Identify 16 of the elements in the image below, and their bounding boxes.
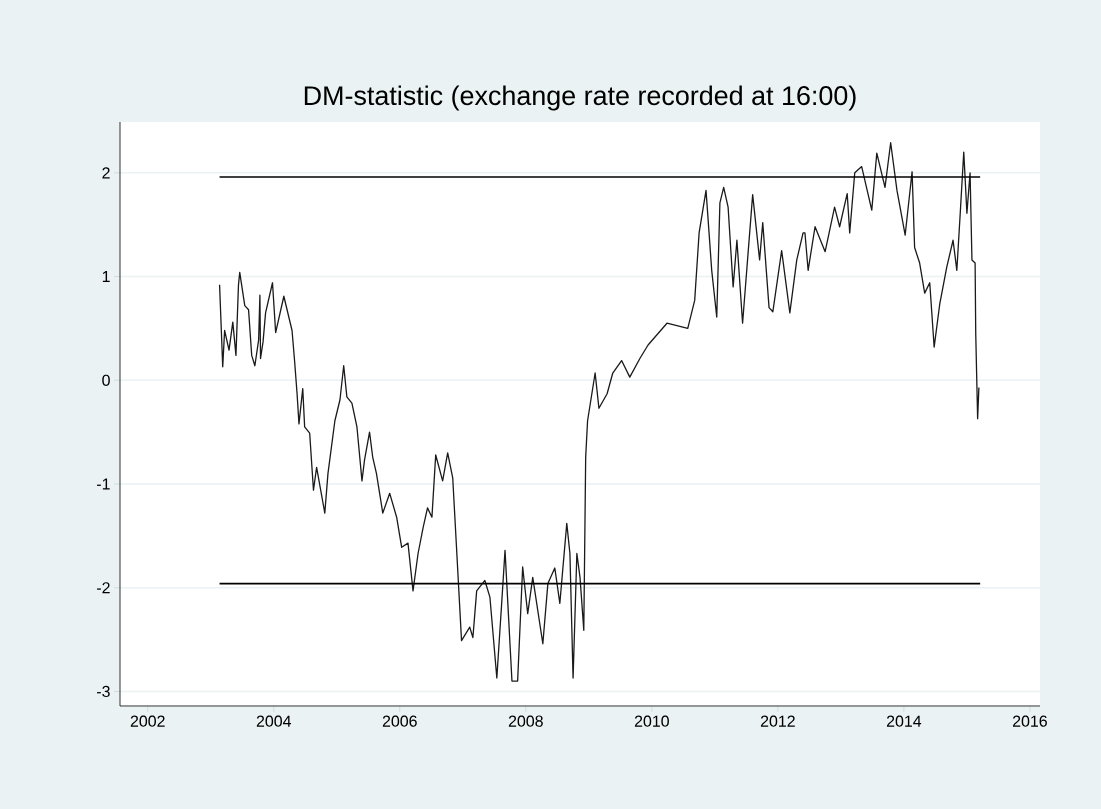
chart-title: DM-statistic (exchange rate recorded at 16:00): [304, 85, 856, 111]
y-tick-label: 1: [102, 271, 110, 283]
x-tick-label: 2012: [760, 715, 795, 727]
x-tick-label: 2002: [130, 715, 165, 727]
x-tick-label: 2016: [1013, 715, 1047, 727]
x-tick-label: 2004: [256, 715, 292, 727]
x-tick-label: 2014: [886, 715, 922, 727]
x-tick-label: 2010: [634, 715, 669, 727]
y-tick-label: -1: [97, 478, 110, 490]
line-series: [218, 142, 980, 682]
y-tick-label: 2: [102, 167, 110, 179]
y-tick-label: -3: [97, 685, 110, 698]
y-tick-label: 0: [102, 374, 110, 386]
x-tick-label: 2006: [382, 715, 417, 727]
x-tick-label: 2008: [508, 715, 543, 727]
y-tick-label: -2: [97, 582, 110, 594]
